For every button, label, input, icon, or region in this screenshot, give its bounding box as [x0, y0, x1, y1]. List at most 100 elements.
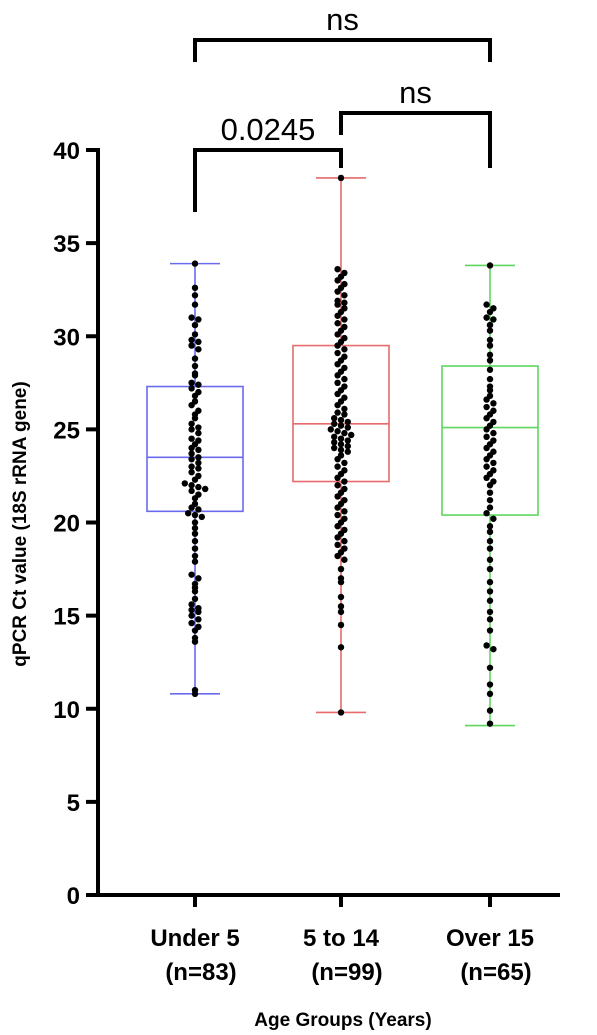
data-point [331, 420, 338, 427]
data-point [337, 603, 345, 610]
significance-label: 0.0245 [221, 112, 316, 147]
data-point [337, 608, 345, 616]
data-point [195, 608, 202, 616]
data-point [337, 593, 345, 601]
data-point [188, 601, 195, 608]
data-point [486, 690, 494, 698]
data-point [191, 260, 199, 267]
data-point [483, 426, 490, 433]
data-point [490, 429, 497, 437]
data-point [486, 523, 494, 530]
significance-bracket [193, 148, 343, 212]
data-point [486, 565, 494, 573]
data-point [483, 455, 490, 463]
significance-brackets: ns ns 0.0245 [193, 2, 492, 212]
data-point [486, 308, 494, 316]
x-category-n-label: (n=83) [165, 959, 236, 986]
data-point [341, 292, 348, 299]
data-point [331, 433, 338, 441]
data-point [490, 645, 497, 653]
data-point [327, 426, 334, 433]
data-point [185, 509, 192, 517]
significance-label: ns [326, 2, 359, 37]
data-point [195, 446, 202, 454]
data-point [341, 508, 348, 515]
data-point [334, 401, 341, 409]
data-point [486, 578, 494, 586]
data-point [334, 541, 341, 549]
data-point [195, 346, 202, 353]
data-point [490, 400, 497, 407]
data-point [334, 428, 341, 435]
data-point [337, 422, 345, 429]
data-point [191, 392, 199, 400]
x-category-label: Over 15 [446, 925, 534, 952]
data-point [334, 552, 341, 560]
data-point [483, 396, 490, 403]
data-point [334, 288, 341, 295]
data-point [191, 519, 199, 526]
data-point [341, 429, 348, 437]
data-point [195, 506, 202, 513]
data-point [490, 316, 497, 323]
data-point [191, 355, 199, 362]
axes: 0 5 10 15 20 25 30 35 40 Under 5 (n=83) 5 to 14 (n=9… [53, 138, 560, 986]
data-point [334, 312, 341, 319]
data-point [191, 537, 199, 545]
data-point [334, 301, 341, 308]
data-point [337, 709, 345, 716]
data-point [198, 513, 205, 521]
data-point [337, 621, 345, 629]
data-point [334, 534, 341, 541]
data-point [483, 314, 490, 321]
y-tick-label: 20 [53, 511, 80, 538]
data-point [191, 372, 199, 379]
data-point [341, 478, 348, 485]
data-point [188, 455, 195, 463]
data-point [486, 482, 494, 489]
data-point [483, 463, 490, 470]
data-point [341, 375, 348, 383]
data-point [334, 482, 341, 489]
y-tick-label: 5 [67, 790, 80, 817]
data-point [341, 299, 348, 306]
data-point [334, 277, 341, 284]
data-point [486, 707, 494, 714]
x-category-label: Under 5 [150, 925, 239, 952]
data-point [191, 476, 199, 483]
data-point [486, 327, 494, 334]
data-point [486, 681, 494, 688]
data-point [191, 530, 199, 537]
data-point [331, 444, 338, 452]
data-point [188, 426, 195, 433]
data-point [334, 320, 341, 327]
data-point [334, 463, 341, 470]
data-point [348, 431, 355, 439]
data-point [191, 301, 199, 308]
data-point [486, 496, 494, 504]
data-point [334, 379, 341, 387]
data-point [191, 331, 199, 338]
y-axis-title: qPCR Ct value (18S rRNA gene) [10, 381, 31, 666]
data-point [486, 262, 494, 269]
data-point [341, 405, 348, 413]
data-point [483, 403, 490, 411]
box-iqr [441, 365, 539, 516]
data-point [188, 420, 195, 427]
data-point [483, 415, 490, 422]
data-point [188, 487, 195, 495]
x-category-n-label: (n=65) [460, 959, 531, 986]
data-point [191, 588, 199, 595]
data-point [490, 515, 497, 522]
y-tick-label: 35 [53, 231, 80, 258]
data-point [188, 504, 195, 511]
data-point [344, 418, 351, 426]
data-point [483, 642, 490, 649]
data-point [341, 556, 348, 563]
data-point [334, 523, 341, 530]
box-iqr [292, 344, 390, 483]
data-point [337, 644, 345, 651]
data-point [337, 565, 345, 573]
data-point [191, 511, 199, 519]
